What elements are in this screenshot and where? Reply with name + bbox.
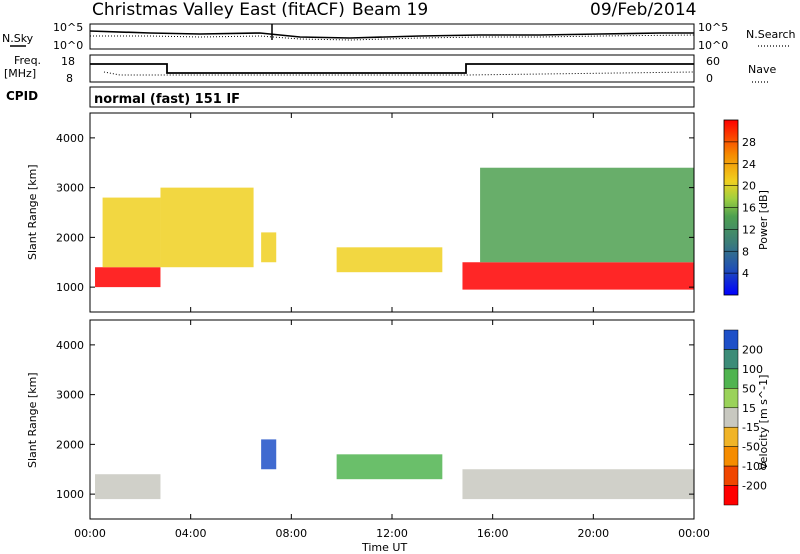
- velocity-colorbar-blocks: [723, 329, 739, 506]
- power-colorbar-label: Power [dB]: [757, 190, 770, 250]
- velocity-ylabel: Slant Range [km]: [26, 372, 39, 468]
- date-label: 09/Feb/2014: [590, 0, 696, 20]
- velocity-colorbar-tick-label: -50: [742, 441, 760, 454]
- velocity-colorbar-tick-label: 15: [742, 402, 756, 415]
- power-regions: [95, 167, 694, 290]
- time-axis-label: Time UT: [361, 541, 407, 554]
- ytick-label: 1000: [56, 488, 84, 501]
- ytick-label: 3000: [56, 182, 84, 195]
- scatter-region: [261, 439, 277, 470]
- scatter-region: [261, 232, 277, 263]
- power-colorbar-tick-label: 16: [742, 202, 756, 215]
- power-colorbar-tick-label: 4: [742, 267, 749, 280]
- ytick-label: 1000: [56, 281, 84, 294]
- scatter-region: [462, 262, 694, 290]
- cpid-value: normal (fast) 151 IF: [94, 92, 240, 107]
- power-colorbar-ticks: 4 8 12 16 20 24 28: [724, 136, 756, 280]
- nave-label: Nave: [748, 63, 776, 76]
- velocity-colorbar-label: Velocity [m s^-1]: [757, 375, 770, 470]
- velocity-colorbar-block: [723, 465, 739, 486]
- cpid-panel-frame: [89, 86, 695, 108]
- velocity-colorbar-ticks: 200 100 50 15 -15 -50 -100 -200: [742, 343, 767, 492]
- xtick-label: 16:00: [477, 527, 509, 540]
- noise-tick-low-left: 10^0: [53, 39, 83, 52]
- ytick-label: 2000: [56, 231, 84, 244]
- noise-tick-high-left: 10^5: [53, 21, 83, 34]
- velocity-colorbar-tick-label: -100: [742, 460, 767, 473]
- beam-label: Beam 19: [352, 0, 428, 20]
- velocity-colorbar: 200 100 50 15 -15 -50 -100 -200 Velocity [m s^-…: [723, 329, 770, 506]
- xtick-label: 04:00: [175, 527, 207, 540]
- velocity-colorbar-tick-label: 100: [742, 363, 763, 376]
- scatter-region: [480, 167, 694, 263]
- velocity-yticks: 1000 2000 3000 4000: [56, 339, 694, 501]
- noise-panel: N.Sky 10^5 10^0 10^5 10^0 N.Search: [2, 21, 796, 52]
- scatter-region: [95, 267, 161, 288]
- power-colorbar: 4 8 12 16 20 24 28 Power [dB]: [723, 119, 770, 296]
- power-yticks: 1000 2000 3000 4000: [56, 132, 694, 294]
- freq-panel: Freq. [MHz] 18 8 60 0 Nave: [4, 54, 776, 85]
- power-panel: 1000 2000 3000 4000 Slant Range [km]: [26, 112, 695, 313]
- scatter-region: [102, 197, 161, 268]
- xtick-label: 00:00: [678, 527, 710, 540]
- scatter-region: [336, 454, 443, 480]
- velocity-regions: [95, 439, 694, 500]
- scatter-region: [160, 187, 254, 268]
- velocity-colorbar-block: [723, 485, 739, 506]
- velocity-colorbar-tick-label: -15: [742, 421, 760, 434]
- velocity-colorbar-block: [723, 368, 739, 389]
- cpid-panel: CPID normal (fast) 151 IF: [6, 86, 695, 108]
- velocity-colorbar-block: [723, 446, 739, 467]
- scatter-region: [462, 469, 694, 500]
- nave-trace: [103, 71, 695, 76]
- ytick-label: 4000: [56, 132, 84, 145]
- xtick-label: 20:00: [577, 527, 609, 540]
- scatter-region: [336, 247, 443, 273]
- xtick-label: 12:00: [376, 527, 408, 540]
- power-colorbar-tick-label: 28: [742, 136, 756, 149]
- nsky-trace: [89, 30, 694, 39]
- power-ylabel: Slant Range [km]: [26, 164, 39, 260]
- freq-label-line2: [MHz]: [4, 67, 36, 80]
- power-colorbar-tick-label: 24: [742, 158, 756, 171]
- freq-tick-low: 8: [66, 72, 73, 85]
- freq-trace: [90, 63, 694, 74]
- velocity-xticks: 00:00 04:00 08:00 12:00 16:00 20:00 00:00: [74, 113, 710, 540]
- nsearch-trace: [90, 34, 695, 41]
- xtick-label: 00:00: [74, 527, 106, 540]
- scatter-region: [95, 474, 161, 500]
- ytick-label: 2000: [56, 438, 84, 451]
- nave-tick-low: 0: [706, 72, 713, 85]
- xtick-label: 08:00: [275, 527, 307, 540]
- power-colorbar-tick-label: 20: [742, 180, 756, 193]
- noise-tick-high-right: 10^5: [698, 21, 728, 34]
- power-colorbar-tick-label: 12: [742, 223, 756, 236]
- velocity-colorbar-block: [723, 407, 739, 428]
- velocity-panel: 1000 2000 3000 4000 00:00 04:00 08:00 12:00 16:…: [26, 113, 710, 554]
- power-colorbar-tick-label: 8: [742, 245, 749, 258]
- nsky-label: N.Sky: [2, 32, 34, 45]
- velocity-colorbar-block: [723, 329, 739, 350]
- noise-tick-low-right: 10^0: [698, 39, 728, 52]
- velocity-colorbar-tick-label: -200: [742, 480, 767, 493]
- velocity-colorbar-block: [723, 426, 739, 447]
- ytick-label: 4000: [56, 339, 84, 352]
- velocity-colorbar-tick-label: 50: [742, 382, 756, 395]
- nave-tick-high: 60: [706, 55, 720, 68]
- site-title: Christmas Valley East (fitACF): [92, 0, 345, 20]
- velocity-colorbar-block: [723, 349, 739, 370]
- freq-panel-frame: [89, 54, 695, 83]
- freq-tick-high: 18: [61, 55, 75, 68]
- freq-label-line1: Freq.: [14, 54, 41, 67]
- ytick-label: 3000: [56, 389, 84, 402]
- nsearch-label: N.Search: [746, 28, 796, 41]
- cpid-label: CPID: [6, 89, 38, 103]
- velocity-colorbar-tick-label: 200: [742, 343, 763, 356]
- velocity-colorbar-block: [723, 388, 739, 409]
